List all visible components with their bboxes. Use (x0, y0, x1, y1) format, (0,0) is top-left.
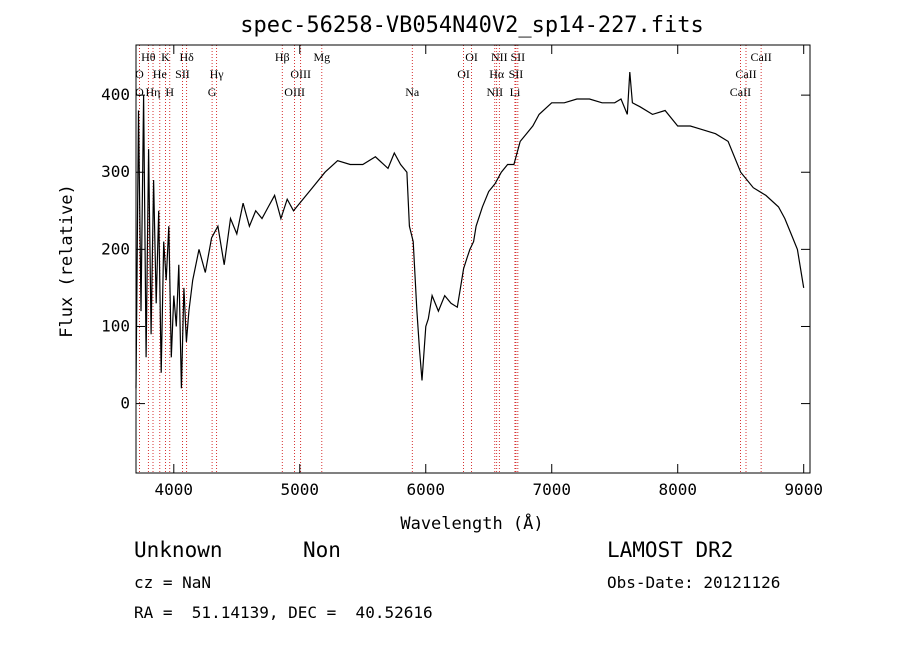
x-axis: 4000 5000 6000 7000 8000 9000 (155, 45, 823, 499)
spectral-line-label: NII (491, 50, 508, 64)
spectral-line-label: NII (486, 85, 503, 99)
obs-date-label: Obs-Date: 20121126 (607, 573, 781, 592)
y-axis-label: Flux (relative) (57, 184, 77, 338)
spectral-line-label: SII (175, 67, 190, 81)
object-class-label: Unknown (134, 538, 223, 562)
coordinates-label: RA = 51.14139, DEC = 40.52616 (134, 603, 433, 622)
x-tick-label: 6000 (406, 480, 445, 499)
spectral-line-label: Hγ (210, 67, 225, 81)
spectral-line-label: Hβ (275, 50, 290, 64)
x-tick-label: 8000 (658, 480, 697, 499)
spectral-line-label: SII (511, 50, 526, 64)
spectral-line-label: CaII (735, 67, 756, 81)
spectral-line-label: K (161, 50, 170, 64)
spectral-line-label: Hα (489, 67, 505, 81)
y-tick-label: 400 (101, 85, 130, 104)
spectral-line-label: OI (457, 67, 470, 81)
spectral-line-label: Li (510, 85, 521, 99)
spectral-line-label: Na (405, 85, 420, 99)
redshift-label: cz = NaN (134, 573, 212, 592)
spectral-line-label: Hθ (141, 50, 156, 64)
survey-label: LAMOST DR2 (607, 538, 734, 562)
spectral-line-label: Hδ (179, 50, 194, 64)
x-tick-label: 7000 (532, 480, 571, 499)
spectral-line-label: Mg (313, 50, 330, 64)
y-tick-label: 100 (101, 316, 130, 335)
x-tick-label: 4000 (155, 480, 194, 499)
y-axis: 0 100 200 300 400 (101, 85, 810, 413)
x-axis-label: Wavelength (Å) (400, 512, 543, 534)
y-tick-label: 300 (101, 162, 130, 181)
spectral-line-label: SII (509, 67, 524, 81)
spectral-line-label: Hη (146, 85, 161, 99)
object-subclass-label: Non (303, 538, 341, 562)
spectral-line-label: O (135, 67, 144, 81)
spectral-line-label: G (208, 85, 217, 99)
chart-title: spec-56258-VB054N40V2_sp14-227.fits (240, 13, 704, 38)
x-tick-label: 5000 (281, 480, 320, 499)
spectral-line-label: He (153, 67, 167, 81)
y-tick-label: 200 (101, 239, 130, 258)
plot-frame (135, 44, 811, 474)
y-tick-label: 0 (120, 394, 130, 413)
spectral-line-label: OIII (290, 67, 311, 81)
spectral-line-label: OI (465, 50, 478, 64)
spectral-line-label: OIII (284, 85, 305, 99)
spectral-line-label: H (165, 85, 174, 99)
spectral-line-label: CaII (750, 50, 771, 64)
spectral-line-label: O (135, 85, 144, 99)
spectral-line-label: CaII (730, 85, 751, 99)
x-tick-label: 9000 (784, 480, 823, 499)
spectrum-series-line (135, 71, 805, 389)
